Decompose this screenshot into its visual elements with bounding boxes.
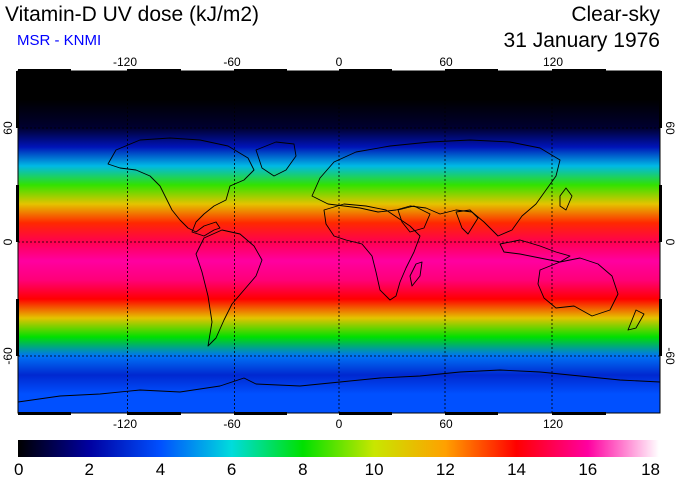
lat-tick-label: -60 [663,347,677,365]
lat-axis-right: 60 0 -60 [663,121,677,365]
lon-tick-label: -60 [223,417,241,431]
colorbar [18,440,659,457]
lon-tick-label: 0 [336,55,343,69]
colorbar-tick-label: 2 [84,460,93,479]
continents [18,137,660,403]
grid-lines [18,71,660,413]
colorbar-tick-label: 10 [365,460,384,479]
coast-antarctica [18,369,660,403]
sky-condition: Clear-sky [571,3,660,26]
lat-tick-label: 0 [1,238,15,245]
map-frame [16,69,662,415]
colorbar-tick-label: 16 [578,460,597,479]
lon-axis-bottom: -120 -60 0 60 120 [113,417,563,431]
coast-north-america [107,137,255,237]
coast-arabia [397,205,431,233]
lon-tick-label: -120 [113,55,137,69]
map-date: 31 January 1976 [503,29,660,52]
lon-axis-top: -120 -60 0 60 120 [113,55,563,69]
lon-tick-label: -60 [223,55,241,69]
colorbar-tick-label: 6 [227,460,236,479]
lon-tick-label: -120 [113,417,137,431]
colorbar-tick-label: 14 [507,460,526,479]
colorbar-tick-label: 0 [14,460,23,479]
lat-tick-label: -60 [1,347,15,365]
colorbar-tick-label: 4 [156,460,165,479]
colorbar-ticks: 0 2 4 6 8 10 12 14 16 18 [14,460,660,479]
colorbar-tick-label: 18 [641,460,660,479]
colorbar-tick-label: 12 [436,460,455,479]
lon-tick-label: 0 [336,417,343,431]
lon-tick-label: 60 [439,55,453,69]
coast-new-zealand [627,309,645,331]
coast-africa [323,203,421,301]
coast-india [455,209,479,235]
coast-south-america [195,229,263,347]
coast-indonesia [499,239,571,263]
coast-madagascar [409,261,423,287]
colorbar-tick-label: 8 [298,460,307,479]
lon-tick-label: 60 [439,417,453,431]
coast-australia [537,257,619,317]
map-source: MSR - KNMI [17,32,102,49]
map-title: Vitamin-D UV dose (kJ/m2) [5,3,260,26]
lat-tick-label: 0 [663,239,677,246]
lat-axis-left: 60 0 -60 [1,121,15,365]
lon-tick-label: 120 [543,55,563,69]
lat-tick-label: 60 [1,121,15,135]
lon-tick-label: 120 [543,417,563,431]
coast-greenland [255,141,297,177]
lat-tick-label: 60 [663,121,677,135]
coast-japan [559,187,573,211]
